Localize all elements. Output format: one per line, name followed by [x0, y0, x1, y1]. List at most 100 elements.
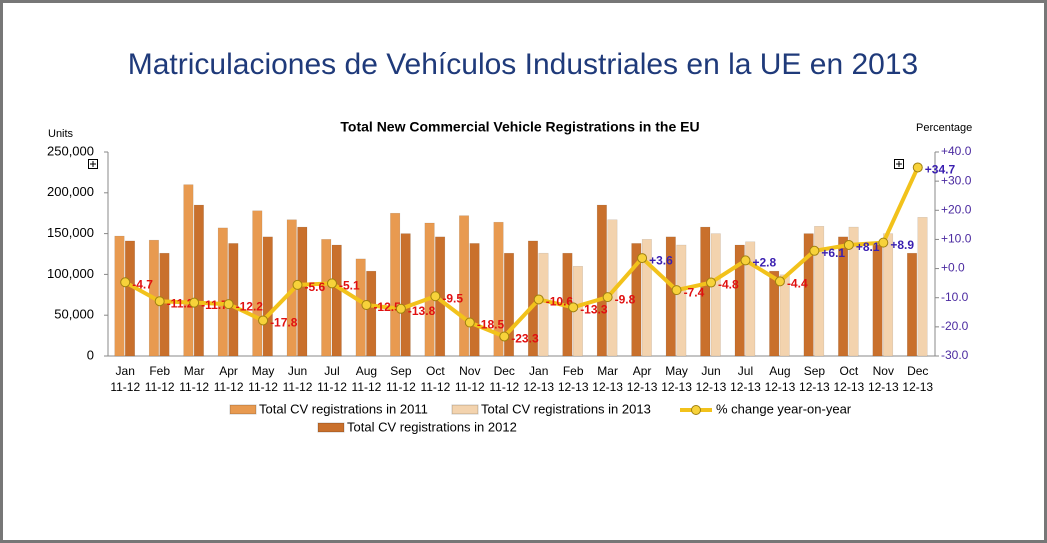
x-tick-label: 11-12	[214, 380, 244, 394]
data-label: -12.5	[373, 300, 401, 314]
bar	[252, 210, 263, 357]
legend-swatch	[229, 404, 257, 415]
bar	[907, 252, 918, 357]
line-marker	[258, 315, 269, 326]
expand-icon	[894, 159, 904, 169]
bar	[217, 227, 228, 357]
x-tick-label: Jan	[116, 364, 135, 378]
x-tick-label: Apr	[219, 364, 238, 378]
bar	[331, 244, 342, 357]
bar	[676, 244, 687, 357]
y2-tick-label: +10.0	[941, 232, 972, 246]
x-tick-label: Jan	[529, 364, 548, 378]
y2-tick-label: +40.0	[941, 144, 972, 158]
bar	[400, 233, 411, 357]
y2-tick-label: -10.0	[941, 290, 969, 304]
x-tick-label: 11-12	[248, 380, 278, 394]
line-marker	[499, 331, 510, 342]
bar	[917, 217, 928, 357]
data-label: +3.6	[649, 253, 673, 267]
bar	[469, 243, 480, 357]
bar	[838, 236, 849, 357]
bar	[321, 239, 332, 357]
line-marker	[706, 277, 717, 288]
bar	[424, 222, 435, 357]
x-tick-label: Oct	[426, 364, 445, 378]
y-tick-label: 200,000	[47, 184, 94, 199]
x-tick-label: Dec	[494, 364, 515, 378]
data-label: -5.6	[305, 280, 326, 294]
y2-tick-label: -30.0	[941, 348, 969, 362]
x-tick-label: 11-12	[352, 380, 382, 394]
data-label: +2.8	[752, 256, 776, 270]
x-tick-label: 12-13	[627, 380, 658, 394]
line-marker	[740, 255, 751, 266]
x-tick-label: 12-13	[592, 380, 623, 394]
bar	[631, 243, 642, 357]
bar	[390, 212, 401, 357]
y-tick-label: 50,000	[54, 307, 94, 322]
line-marker	[809, 245, 820, 256]
bar	[803, 233, 814, 357]
y-tick-label: 150,000	[47, 225, 94, 240]
y2-axis-title: Percentage	[916, 122, 972, 134]
line-marker	[292, 279, 303, 290]
bar	[297, 226, 308, 357]
x-tick-label: Aug	[356, 364, 377, 378]
data-label: -11.7	[201, 298, 228, 312]
line-marker	[602, 292, 613, 303]
legend-swatch	[451, 404, 479, 415]
x-tick-label: 11-12	[145, 380, 175, 394]
data-label: -4.4	[787, 277, 808, 291]
data-label: -9.8	[615, 292, 636, 306]
x-tick-label: 11-12	[110, 380, 140, 394]
x-tick-label: Nov	[459, 364, 480, 378]
line-marker	[326, 278, 337, 289]
bar	[872, 243, 883, 357]
line-marker	[671, 285, 682, 296]
data-label: -11.2	[167, 296, 194, 310]
line-marker	[223, 299, 234, 310]
x-tick-label: Jun	[288, 364, 307, 378]
line-marker	[430, 291, 441, 302]
bar	[848, 226, 859, 357]
data-label: -4.7	[132, 277, 153, 291]
line-marker	[189, 297, 200, 308]
line-marker	[464, 317, 475, 328]
y2-tick-label: +0.0	[941, 261, 965, 275]
expand-icon	[88, 159, 98, 169]
x-tick-label: May	[665, 364, 688, 378]
x-tick-label: 11-12	[179, 380, 209, 394]
bar	[769, 270, 780, 357]
bar	[596, 204, 607, 357]
x-tick-label: Jul	[738, 364, 753, 378]
bar	[459, 215, 470, 357]
bar	[262, 236, 273, 357]
data-label: -23.3	[511, 332, 539, 346]
data-label: -12.2	[236, 299, 264, 313]
x-tick-label: Aug	[769, 364, 790, 378]
x-tick-label: Jul	[324, 364, 339, 378]
bar	[814, 226, 825, 357]
x-tick-label: Feb	[563, 364, 584, 378]
x-tick-label: Dec	[907, 364, 928, 378]
x-tick-label: 12-13	[730, 380, 761, 394]
bar	[734, 244, 745, 357]
data-label: -4.8	[718, 278, 739, 292]
x-tick-label: 12-13	[523, 380, 554, 394]
x-tick-label: 12-13	[799, 380, 830, 394]
bar	[183, 184, 194, 357]
legend-swatch	[691, 405, 701, 415]
x-tick-label: Nov	[873, 364, 894, 378]
bar	[493, 221, 504, 357]
line-marker	[568, 302, 579, 313]
line-marker	[533, 294, 544, 305]
x-tick-label: 12-13	[834, 380, 865, 394]
line-marker	[154, 296, 165, 307]
x-tick-label: Mar	[184, 364, 205, 378]
x-tick-label: Jun	[701, 364, 720, 378]
y2-tick-label: +30.0	[941, 173, 972, 187]
chart-title: Matriculaciones de Vehículos Industriale…	[128, 48, 918, 81]
